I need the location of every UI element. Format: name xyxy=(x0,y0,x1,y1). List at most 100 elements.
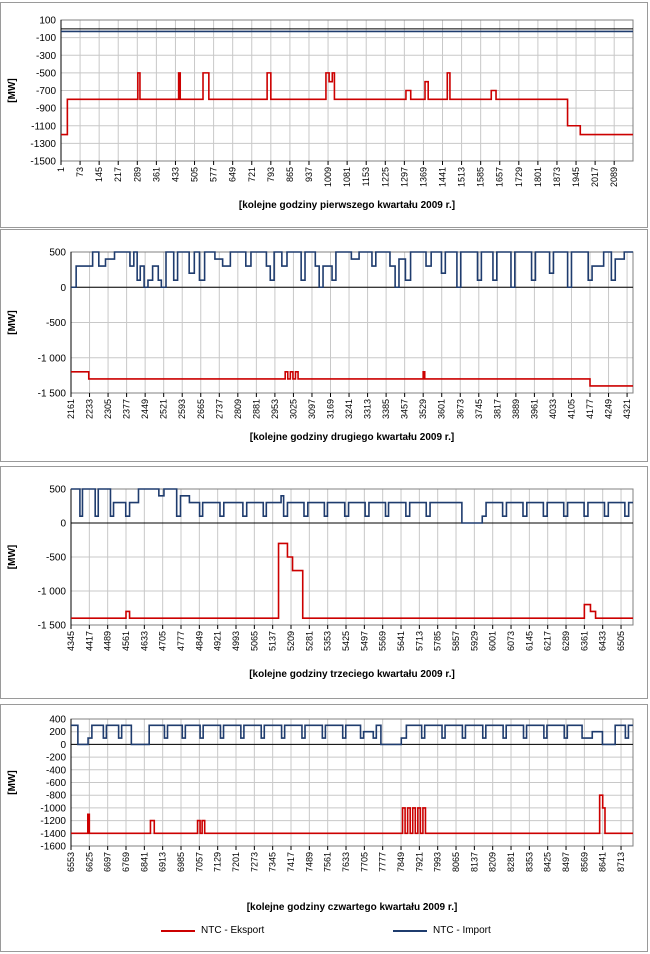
x-tick-label: 6433 xyxy=(598,631,608,651)
x-tick-label: 4489 xyxy=(103,631,113,651)
x-tick-label: 3313 xyxy=(363,399,373,419)
x-tick-label: 5929 xyxy=(469,631,479,651)
x-tick-label: 8497 xyxy=(561,852,571,872)
x-tick-label: 5425 xyxy=(341,631,351,651)
y-axis-label: [MW] xyxy=(7,310,18,334)
y-tick-label: 0 xyxy=(60,283,66,294)
x-tick-label: 1873 xyxy=(552,167,562,187)
x-tick-label: 2881 xyxy=(251,399,261,419)
x-tick-label: 3385 xyxy=(381,399,391,419)
y-tick-label: -1100 xyxy=(31,121,56,132)
x-tick-label: 2017 xyxy=(590,167,600,187)
x-tick-label: 1945 xyxy=(571,167,581,187)
x-tick-label: 4177 xyxy=(585,399,595,419)
x-tick-label: 3673 xyxy=(455,399,465,419)
x-tick-label: 577 xyxy=(209,167,219,182)
x-tick-label: 6625 xyxy=(84,852,94,872)
x-tick-label: 6769 xyxy=(121,852,131,872)
y-tick-label: 0 xyxy=(60,740,66,751)
x-tick-label: 4249 xyxy=(604,399,614,419)
x-tick-label: 6289 xyxy=(561,631,571,651)
y-tick-label: -100 xyxy=(36,33,56,44)
x-tick-label: 4033 xyxy=(548,399,558,419)
x-tick-label: 6913 xyxy=(158,852,168,872)
x-tick-label: 3961 xyxy=(529,399,539,419)
y-tick-label: -500 xyxy=(46,553,66,564)
y-axis-label: [MW] xyxy=(7,545,18,569)
x-tick-label: 4633 xyxy=(139,631,149,651)
series-line-export-q1 xyxy=(61,72,633,136)
x-tick-label: 8209 xyxy=(488,852,498,872)
series-line-import-q2 xyxy=(71,251,633,289)
x-tick-label: 5353 xyxy=(323,631,333,651)
x-axis-label: [kolejne godziny czwartego kwartału 2009… xyxy=(247,902,458,913)
x-tick-label: 2665 xyxy=(196,399,206,419)
x-tick-label: 505 xyxy=(190,167,200,182)
x-tick-label: 1657 xyxy=(495,167,505,187)
y-tick-label: 200 xyxy=(49,727,66,738)
chart-legend: NTC - Eksport NTC - Import xyxy=(1,917,649,949)
x-tick-label: 2305 xyxy=(103,399,113,419)
y-tick-label: -1 500 xyxy=(38,621,67,632)
x-tick-label: 4777 xyxy=(176,631,186,651)
x-tick-label: 649 xyxy=(228,167,238,182)
x-tick-label: 1801 xyxy=(533,167,543,187)
series-line-export-q4 xyxy=(71,794,633,835)
x-tick-label: 3745 xyxy=(474,399,484,419)
x-tick-label: 7057 xyxy=(194,852,204,872)
x-tick-label: 7849 xyxy=(396,852,406,872)
x-tick-label: 7777 xyxy=(378,852,388,872)
x-tick-label: 4417 xyxy=(84,631,94,651)
x-tick-label: 361 xyxy=(151,167,161,182)
series-line-import-q4 xyxy=(71,724,633,746)
series-line-export-q3 xyxy=(71,542,633,619)
x-tick-label: 7417 xyxy=(286,852,296,872)
y-tick-label: -200 xyxy=(46,753,66,764)
x-tick-label: 7993 xyxy=(433,852,443,872)
y-tick-label: -500 xyxy=(36,68,56,79)
x-tick-label: 6001 xyxy=(488,631,498,651)
chart-panel-q4: 400 200 0 -200 -400 -600 -800 -1000 -1200 -1400 -1… xyxy=(0,704,648,952)
y-tick-label: -1 000 xyxy=(38,353,67,364)
x-tick-label: 3169 xyxy=(326,399,336,419)
x-tick-label: 1153 xyxy=(361,167,371,186)
x-tick-label: 8281 xyxy=(506,852,516,872)
x-tick-label: 3241 xyxy=(344,399,354,419)
x-tick-label: 7705 xyxy=(359,852,369,872)
x-tick-label: 7273 xyxy=(249,852,259,872)
x-axis-label: [kolejne godziny pierwszego kwartału 200… xyxy=(239,200,455,211)
x-tick-label: 4993 xyxy=(231,631,241,651)
x-tick-label: 8569 xyxy=(579,852,589,872)
chart-panel-q3: 500 0 -500 -1 000 -1 500 4345 4417 4489 4561 4633… xyxy=(0,466,648,699)
x-tick-label: 5641 xyxy=(396,631,406,651)
y-tick-label: -1000 xyxy=(40,803,66,814)
x-tick-label: 8713 xyxy=(616,852,626,872)
x-tick-label: 6361 xyxy=(579,631,589,651)
x-tick-label: 4321 xyxy=(622,399,632,419)
x-tick-label: 793 xyxy=(266,167,276,182)
x-tick-label: 73 xyxy=(75,167,85,177)
x-tick-label: 3817 xyxy=(492,399,502,419)
chart-panel-q1: 100 -100 -300 -500 -700 -900 -1100 -1300 -1500 1 7… xyxy=(0,2,648,228)
y-tick-label: -500 xyxy=(46,318,66,329)
y-tick-label: 400 xyxy=(49,715,66,726)
x-tick-label: 1585 xyxy=(476,167,486,187)
x-tick-label: 5281 xyxy=(304,631,314,651)
x-tick-label: 1009 xyxy=(323,167,333,187)
x-tick-label: 7489 xyxy=(304,852,314,872)
y-axis-label: [MW] xyxy=(7,770,18,794)
x-tick-label: 2809 xyxy=(233,399,243,419)
x-tick-label: 721 xyxy=(247,167,257,182)
x-tick-label: 3025 xyxy=(288,399,298,419)
x-tick-label: 1441 xyxy=(438,167,448,187)
x-tick-label: 7921 xyxy=(414,852,424,872)
y-tick-label: -600 xyxy=(46,778,66,789)
x-tick-label: 6841 xyxy=(139,852,149,872)
x-tick-label: 6217 xyxy=(543,631,553,651)
x-tick-label: 7201 xyxy=(231,852,241,872)
x-tick-label: 2089 xyxy=(609,167,619,187)
